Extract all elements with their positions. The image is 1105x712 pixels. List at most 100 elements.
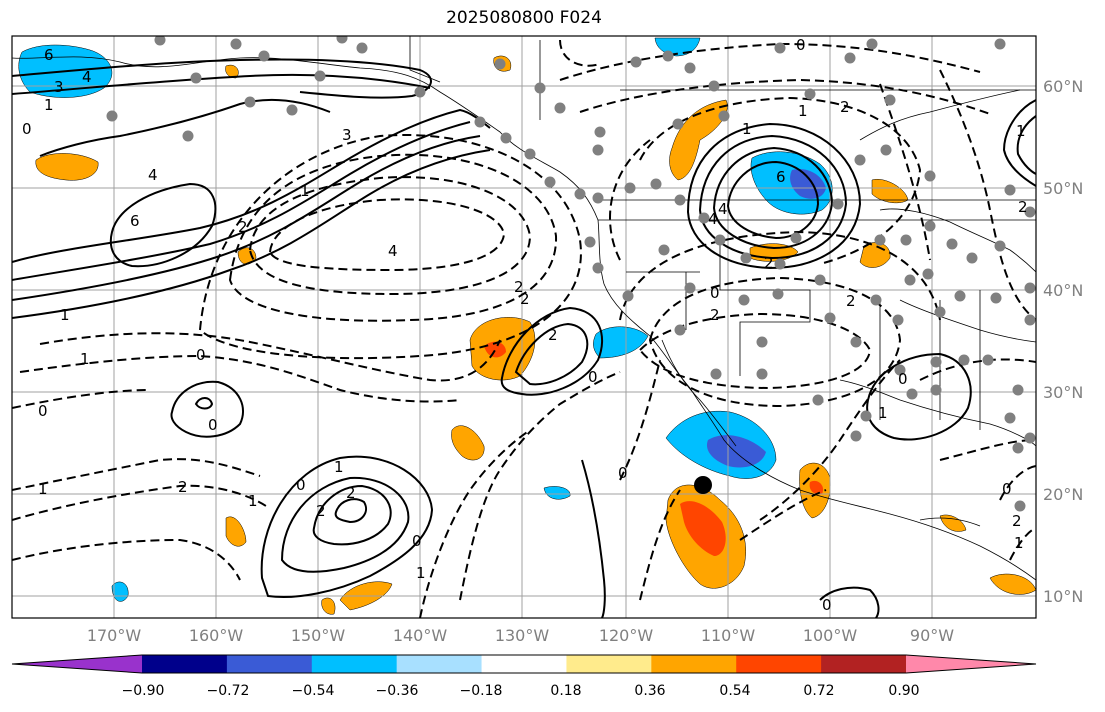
contour-label: 1: [1014, 534, 1024, 552]
contour-label: 0: [22, 120, 32, 138]
contour-label: 0: [412, 532, 422, 550]
contour-label: 1: [878, 404, 888, 422]
contour-label: 4: [388, 242, 398, 260]
location-marker: [694, 476, 712, 494]
contour-label: 1: [38, 480, 48, 498]
shade-positive: [451, 425, 485, 461]
shade-positive: [35, 153, 99, 181]
lon-label-120w: 120°W: [598, 626, 654, 645]
shade-negative-strong: [706, 435, 766, 468]
lon-label-90w: 90°W: [909, 626, 955, 645]
colorbar-segment: [396, 655, 483, 673]
contour-label: 2: [1012, 512, 1022, 530]
shade-positive: [237, 247, 257, 265]
shade-positive: [669, 99, 728, 181]
shade-negative: [593, 326, 649, 359]
contour-label: 1: [60, 306, 70, 324]
shade-positive: [989, 573, 1036, 595]
contour-label: 0: [618, 464, 628, 482]
colorbar-segment: [481, 655, 567, 673]
contour-label: 1: [416, 564, 426, 582]
lat-label-50n: 50°N: [1043, 179, 1084, 198]
colorbar-segment: [736, 655, 822, 673]
map-frame: [11, 35, 1037, 619]
colorbar-tick-label: 0.18: [550, 683, 582, 699]
shade-negative: [543, 486, 571, 500]
lon-label-170w: 170°W: [86, 626, 142, 645]
lat-label-60n: 60°N: [1043, 77, 1084, 96]
shade-positive: [939, 514, 967, 532]
contour-label: 1: [1016, 122, 1026, 140]
contour-label: 2: [514, 278, 524, 296]
contour-label: 0: [38, 402, 48, 420]
contour-label: 1: [80, 350, 90, 368]
lat-label-20n: 20°N: [1043, 485, 1084, 504]
graticule: [12, 36, 1036, 618]
colorbar-outline: [11, 654, 1037, 674]
contour-label: 0: [588, 368, 598, 386]
contour-label: 0: [898, 370, 908, 388]
colorbar-tick-label: −0.36: [375, 683, 419, 699]
contour-label: 6: [44, 46, 54, 64]
colorbar-segment: [651, 655, 737, 673]
contour-label: 2: [840, 98, 850, 116]
lon-label-140w: 140°W: [392, 626, 448, 645]
shade-positive-strong: [809, 480, 824, 495]
colorbar-tick-label: −0.18: [459, 683, 503, 699]
colorbar-segment: [821, 655, 907, 673]
colorbar-segment: [226, 655, 313, 673]
contour-label: 1: [742, 120, 752, 138]
contour-label: 2: [316, 502, 326, 520]
contour-label: 0: [796, 36, 806, 54]
colorbar-segment: [142, 655, 228, 673]
contour-label: 1: [334, 458, 344, 476]
colorbar-segment: [566, 655, 652, 673]
map-title: 2025080800 F024: [446, 8, 602, 28]
contour-label: 2: [520, 290, 530, 308]
contour-label: 1: [798, 102, 808, 120]
colorbar-tick-label: 0.54: [719, 683, 751, 699]
lon-label-130w: 130°W: [494, 626, 550, 645]
shade-positive-strong: [680, 501, 726, 556]
shade-positive: [321, 597, 336, 615]
lat-label-10n: 10°N: [1043, 587, 1084, 606]
colorbar-extend-max: [906, 655, 1036, 673]
contour-label: 1: [300, 182, 310, 200]
contour-label: 1: [44, 96, 54, 114]
contour-label: 2: [846, 292, 856, 310]
contour-label: 4: [708, 210, 718, 228]
contour-label: 2: [1018, 198, 1028, 216]
contour-label: 0: [196, 346, 206, 364]
contour-label: 2: [346, 484, 356, 502]
contour-label: 4: [718, 200, 728, 218]
contour-label: 3: [54, 78, 64, 96]
contour-label: 4: [148, 166, 158, 184]
contour-label: 4: [82, 68, 92, 86]
colorbar-tick-label: 0.72: [803, 683, 835, 699]
contour-label: 0: [1002, 480, 1012, 498]
shade-positive-strong: [484, 341, 506, 358]
contour-label: 6: [776, 168, 786, 186]
contour-label: 2: [238, 218, 248, 236]
shading-layer: [18, 37, 1036, 615]
colorbar-segment: [311, 655, 398, 673]
lat-label-40n: 40°N: [1043, 281, 1084, 300]
lon-label-160w: 160°W: [188, 626, 244, 645]
lon-label-100w: 100°W: [802, 626, 858, 645]
contour-label: 6: [130, 212, 140, 230]
lon-label-110w: 110°W: [700, 626, 756, 645]
contour-label: 3: [342, 126, 352, 144]
colorbar-tick-label: 0.90: [888, 683, 920, 699]
shade-positive: [225, 64, 239, 79]
colorbar-tick-label: −0.90: [121, 683, 165, 699]
shade-positive: [225, 516, 247, 547]
colorbar-tick-label: −0.72: [206, 683, 250, 699]
contour-label: 1: [248, 492, 258, 510]
station-dots: [106, 36, 1036, 512]
contour-label: 2: [178, 478, 188, 496]
contour-label: 0: [208, 416, 218, 434]
contour-label: 0: [296, 476, 306, 494]
contour-labels: 6 3 4 1 0 3 4 6 1 1 2 4 2 1 0 2 0 1 0 0 …: [22, 36, 1028, 614]
contour-label: 2: [764, 254, 774, 272]
